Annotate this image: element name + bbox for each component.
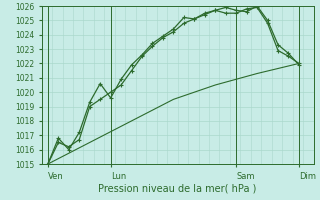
X-axis label: Pression niveau de la mer( hPa ): Pression niveau de la mer( hPa ): [99, 183, 257, 193]
